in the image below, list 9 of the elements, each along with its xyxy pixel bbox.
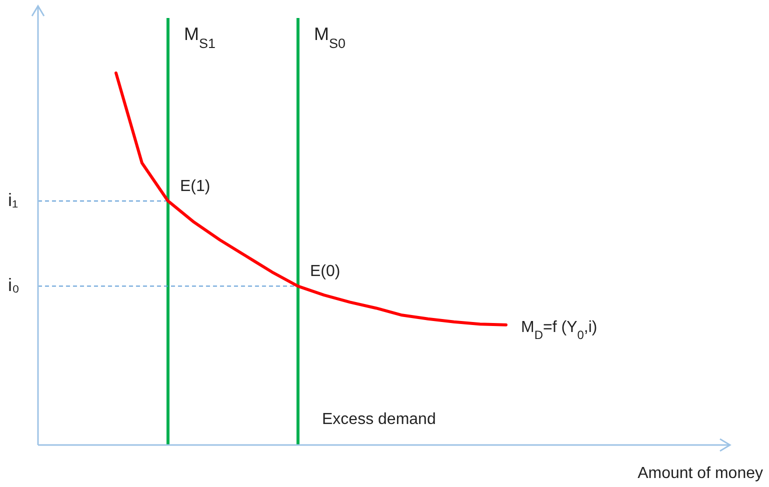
ref-line-label: i₁ <box>8 190 18 210</box>
annotation: Excess demand <box>322 411 436 428</box>
annotation: E(1) <box>180 178 210 195</box>
x-axis-title: Amount of money <box>638 465 763 482</box>
ref-line-label: i₀ <box>8 275 20 296</box>
series-label: M$_{D}$=f (Y$_{0}$,i) <box>521 318 598 342</box>
annotation: E(0) <box>310 263 340 280</box>
text: M$_{S1}$ <box>184 24 216 50</box>
text: M$_{S0}$ <box>314 24 346 50</box>
